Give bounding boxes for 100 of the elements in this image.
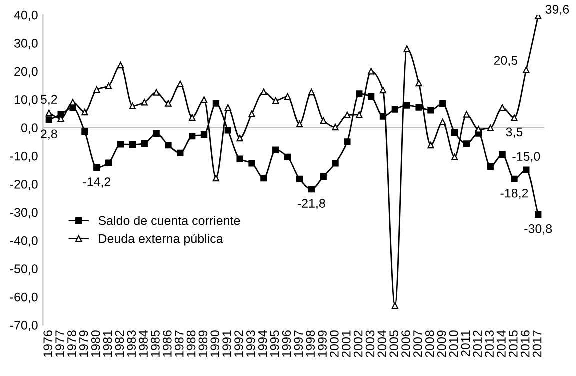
point [380, 113, 387, 120]
point [212, 174, 220, 182]
point [70, 99, 76, 106]
point [344, 112, 351, 118]
x-tick-label: 2003 [366, 330, 375, 358]
point [511, 176, 518, 182]
point [404, 46, 410, 52]
point [368, 93, 375, 100]
point [487, 124, 494, 132]
x-tick-label: 2015 [508, 330, 518, 358]
point [248, 110, 256, 118]
x-tick-label: 1989 [198, 330, 208, 357]
point [177, 150, 184, 157]
point [165, 142, 172, 149]
legend-label: Saldo de cuenta corriente [98, 216, 240, 226]
x-tick-label: 1987 [174, 330, 184, 357]
x-tick-label: 2007 [414, 330, 422, 358]
x-tick-label: 2008 [425, 330, 434, 358]
x-tick-label: 1992 [234, 330, 244, 357]
point [416, 104, 422, 111]
data-label: -30,8 [524, 224, 552, 235]
point [177, 80, 184, 88]
x-tick-label: 2012 [473, 330, 482, 358]
point [296, 120, 304, 128]
y-tick-label: -40,0 [10, 236, 38, 247]
x-tick-label: 1984 [139, 330, 148, 357]
y-tick-label: -70,0 [10, 321, 38, 332]
point [94, 164, 100, 172]
x-tick-label: 2011 [461, 330, 470, 356]
point [428, 107, 434, 114]
point [463, 140, 470, 148]
x-tick-label: 2000 [330, 330, 339, 358]
data-label: 20,5 [494, 56, 518, 67]
point [475, 126, 482, 133]
x-tick-label: 2010 [449, 330, 458, 358]
point [452, 154, 458, 160]
x-tick-label: 1976 [44, 330, 53, 357]
point [153, 130, 160, 138]
x-tick-label: 1999 [318, 330, 327, 357]
legend-label: Deuda externa pública [99, 234, 224, 246]
x-tick-label: 1977 [56, 330, 64, 357]
point [260, 88, 268, 96]
x-tick-label: 1980 [91, 330, 100, 357]
point [356, 90, 363, 98]
x-tick-label: 2009 [437, 330, 446, 358]
data-label: 5,2 [40, 95, 58, 106]
point [117, 141, 124, 148]
point [141, 99, 148, 106]
point [224, 104, 232, 112]
point [117, 62, 124, 69]
point [189, 114, 196, 122]
y-tick-label: -60,0 [10, 292, 38, 304]
point [416, 80, 422, 87]
data-label: 39,6 [546, 5, 570, 16]
point [224, 127, 232, 134]
y-tick-label: -50,0 [10, 264, 38, 275]
x-tick-label: 1991 [222, 330, 232, 357]
point [344, 138, 351, 146]
point [440, 100, 446, 108]
y-tick-label: -30,0 [10, 208, 38, 219]
point [356, 112, 363, 118]
x-tick-label: 1985 [151, 330, 160, 357]
point [272, 146, 280, 154]
y-tick-label: 0,0 [21, 124, 38, 134]
point [523, 66, 530, 74]
point [320, 117, 327, 124]
point [296, 176, 304, 182]
point [320, 173, 327, 180]
y-tick-label: 20,0 [14, 67, 38, 78]
point [105, 160, 112, 166]
x-tick-label: 1983 [127, 330, 136, 357]
point [308, 88, 315, 96]
x-tick-label: 2004 [378, 330, 387, 358]
point [332, 124, 339, 131]
point [82, 128, 88, 136]
point [129, 141, 136, 148]
y-tick-label: -20,0 [10, 180, 38, 190]
point [284, 154, 292, 160]
point [535, 211, 542, 218]
x-tick-label: 1997 [294, 330, 304, 357]
x-tick-label: 1993 [246, 330, 256, 357]
point [452, 129, 458, 136]
data-label: -18,2 [500, 188, 528, 200]
point [380, 87, 387, 94]
point [189, 132, 196, 140]
x-tick-label: 1998 [306, 330, 316, 357]
point [463, 111, 470, 118]
x-tick-label: 1996 [282, 330, 292, 357]
point [236, 134, 244, 142]
point [308, 186, 315, 193]
point [499, 151, 506, 158]
x-tick-label: 1978 [68, 330, 76, 357]
x-tick-label: 2001 [342, 330, 351, 358]
x-tick-label: 1979 [79, 330, 88, 357]
point [46, 110, 52, 117]
point [165, 100, 172, 107]
data-label: -15,0 [512, 152, 540, 162]
y-tick-label: 40,0 [14, 10, 38, 22]
data-label: -21,8 [298, 199, 326, 210]
point [105, 82, 112, 90]
